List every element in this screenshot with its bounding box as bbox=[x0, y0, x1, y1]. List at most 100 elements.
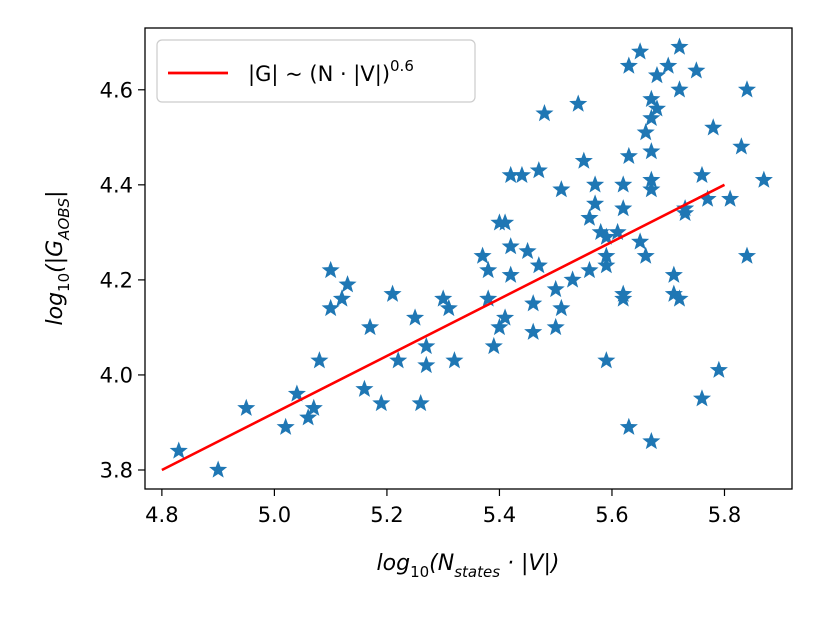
data-point bbox=[642, 180, 661, 198]
y-axis-label-open: (|G bbox=[43, 240, 68, 273]
data-point bbox=[496, 213, 515, 231]
data-point bbox=[501, 237, 520, 255]
data-point bbox=[664, 265, 683, 283]
legend-box bbox=[156, 39, 476, 103]
data-point bbox=[670, 80, 689, 98]
data-point bbox=[535, 104, 554, 122]
data-point bbox=[473, 246, 492, 264]
data-point bbox=[569, 94, 588, 112]
legend-label-base: |G| ~ (N · |V|) bbox=[248, 62, 390, 87]
y-tick-label: 4.0 bbox=[100, 363, 133, 387]
data-point bbox=[631, 232, 650, 250]
y-tick-label: 3.8 bbox=[100, 458, 133, 482]
data-point bbox=[338, 275, 357, 293]
x-tick-label: 5.6 bbox=[595, 503, 628, 527]
data-point bbox=[524, 322, 543, 340]
data-point bbox=[636, 123, 655, 141]
data-point bbox=[647, 66, 667, 84]
x-axis-label-base-subscript: 10 bbox=[410, 563, 429, 581]
data-point bbox=[439, 298, 458, 317]
data-point bbox=[445, 351, 464, 369]
y-axis-label: log10(|GAOBS| bbox=[43, 191, 73, 326]
data-point bbox=[479, 289, 498, 307]
data-point bbox=[372, 393, 391, 412]
data-points bbox=[169, 37, 773, 478]
x-tick-label: 5.4 bbox=[483, 503, 516, 527]
data-point bbox=[524, 294, 543, 312]
data-point bbox=[406, 308, 425, 326]
data-point bbox=[321, 298, 340, 317]
data-point bbox=[704, 118, 723, 136]
data-point bbox=[597, 256, 616, 274]
data-point bbox=[490, 317, 509, 336]
data-point bbox=[614, 199, 633, 217]
data-point bbox=[355, 379, 374, 397]
data-point bbox=[518, 241, 537, 260]
data-point bbox=[597, 227, 616, 245]
data-point bbox=[670, 289, 689, 307]
data-point bbox=[676, 203, 695, 222]
data-point bbox=[361, 317, 380, 336]
y-axis-label-rest: | bbox=[43, 191, 68, 198]
y-axis-label-subscript: AOBS bbox=[55, 197, 73, 240]
data-point bbox=[732, 137, 751, 155]
data-point bbox=[411, 393, 430, 412]
data-point bbox=[664, 284, 683, 302]
x-axis-label-rest: · |V|) bbox=[500, 551, 559, 576]
data-point bbox=[586, 194, 605, 212]
x-axis-label-open: (N bbox=[429, 551, 454, 576]
x-tick-label: 5.2 bbox=[370, 503, 403, 527]
data-point bbox=[546, 317, 565, 336]
data-point bbox=[709, 360, 728, 378]
data-point bbox=[619, 417, 638, 435]
data-point bbox=[642, 108, 661, 126]
legend: |G| ~ (N · |V|)0.6 bbox=[156, 39, 476, 103]
data-point bbox=[619, 146, 638, 165]
fit-line-layer bbox=[161, 183, 726, 472]
data-point bbox=[417, 355, 436, 374]
data-point bbox=[721, 189, 740, 207]
data-point bbox=[670, 37, 689, 55]
data-point bbox=[737, 246, 757, 264]
data-point bbox=[642, 170, 661, 188]
data-point bbox=[614, 175, 633, 193]
data-point bbox=[310, 351, 329, 369]
data-point bbox=[169, 441, 188, 459]
data-point bbox=[642, 142, 661, 160]
y-tick-label: 4.6 bbox=[100, 78, 133, 102]
data-point bbox=[484, 336, 503, 355]
data-point bbox=[642, 89, 661, 107]
data-point bbox=[659, 56, 678, 74]
data-point bbox=[389, 351, 408, 369]
data-point bbox=[614, 284, 633, 302]
y-axis-label-base-subscript: 10 bbox=[55, 273, 73, 292]
y-axis-label-base: log bbox=[43, 292, 68, 326]
data-point bbox=[276, 417, 295, 435]
data-point bbox=[552, 180, 571, 198]
data-point bbox=[597, 351, 616, 369]
data-point bbox=[586, 175, 605, 193]
x-axis-label-subscript: states bbox=[454, 563, 500, 581]
x-axis-ticks: 4.8 5.0 5.2 5.4 5.6 5.8 bbox=[145, 489, 741, 527]
data-point bbox=[692, 165, 712, 184]
data-point bbox=[383, 284, 402, 302]
y-tick-label: 4.4 bbox=[100, 173, 133, 197]
data-point bbox=[631, 42, 650, 60]
data-point bbox=[698, 189, 717, 207]
data-point bbox=[501, 165, 520, 184]
data-point bbox=[692, 389, 712, 407]
y-axis-ticks: 3.8 4.0 4.2 4.4 4.6 bbox=[100, 78, 145, 482]
x-tick-label: 4.8 bbox=[145, 503, 178, 527]
data-point bbox=[496, 308, 515, 326]
fit-line bbox=[161, 183, 726, 472]
x-axis-label-base: log bbox=[377, 551, 411, 576]
data-point bbox=[529, 161, 548, 179]
data-point bbox=[299, 408, 318, 426]
x-tick-label: 5.0 bbox=[258, 503, 291, 527]
legend-label-exponent: 0.6 bbox=[390, 57, 414, 75]
data-point bbox=[754, 170, 773, 188]
plot-frame bbox=[144, 27, 793, 490]
data-point bbox=[636, 246, 655, 264]
data-point bbox=[580, 260, 599, 279]
